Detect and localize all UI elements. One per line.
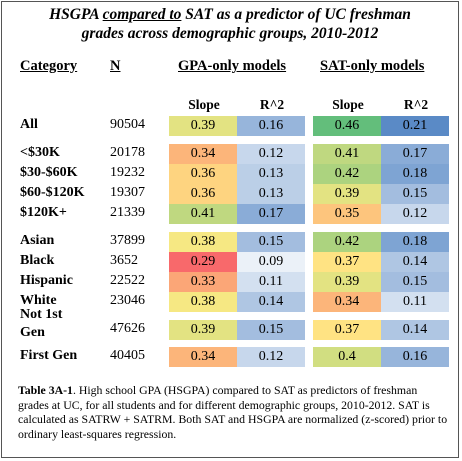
cell-sat-slope: 0.4 [313, 347, 381, 367]
cell-gpa-slope: 0.34 [169, 144, 237, 164]
table-caption: Table 3A-1. High school GPA (HSGPA) comp… [18, 383, 448, 441]
subheader-gpa-r2: R^2 [259, 97, 285, 112]
cell-gpa-r2: 0.09 [237, 252, 305, 272]
cell-sat-slope: 0.46 [313, 116, 381, 136]
row-n-value: 40405 [110, 348, 145, 363]
cell-sat-r2: 0.11 [381, 292, 449, 312]
cell-sat-r2: 0.18 [381, 164, 449, 184]
cell-sat-slope: 0.42 [313, 232, 381, 252]
header-sat-models: SAT-only models [320, 58, 425, 74]
row-label: Black [20, 253, 55, 268]
cell-sat-slope: 0.41 [313, 144, 381, 164]
row-n-value: 23046 [110, 293, 145, 308]
cell-sat-slope: 0.35 [313, 204, 381, 224]
row-label: First Gen [20, 348, 78, 363]
row-n-value: 20178 [110, 145, 145, 160]
cell-gpa-slope: 0.39 [169, 116, 237, 136]
header-n: N [110, 58, 121, 74]
cell-sat-r2: 0.18 [381, 232, 449, 252]
cell-gpa-slope: 0.38 [169, 292, 237, 312]
cell-gpa-slope: 0.36 [169, 184, 237, 204]
row-label: Not 1st Gen [20, 307, 63, 340]
row-label: White [20, 293, 57, 308]
row-n-value: 3652 [110, 253, 138, 268]
cell-sat-r2: 0.14 [381, 320, 449, 340]
subheader-sat-slope: Slope [332, 97, 364, 112]
cell-sat-slope: 0.42 [313, 164, 381, 184]
cell-gpa-slope: 0.41 [169, 204, 237, 224]
row-label: $60-$120K [20, 185, 85, 200]
row-n-value: 47626 [110, 321, 145, 336]
row-label: All [20, 117, 38, 132]
table-title: HSGPA compared to SAT as a predictor of … [49, 6, 411, 42]
cell-gpa-slope: 0.33 [169, 272, 237, 292]
row-label: $30-$60K [20, 165, 78, 180]
cell-gpa-slope: 0.34 [169, 347, 237, 367]
cell-sat-slope: 0.34 [313, 292, 381, 312]
cell-gpa-slope: 0.39 [169, 320, 237, 340]
cell-sat-r2: 0.15 [381, 184, 449, 204]
cell-gpa-r2: 0.11 [237, 272, 305, 292]
cell-gpa-r2: 0.17 [237, 204, 305, 224]
row-n-value: 22522 [110, 273, 145, 288]
cell-gpa-slope: 0.38 [169, 232, 237, 252]
cell-gpa-r2: 0.14 [237, 292, 305, 312]
cell-gpa-r2: 0.16 [237, 116, 305, 136]
cell-sat-r2: 0.14 [381, 252, 449, 272]
cell-sat-r2: 0.17 [381, 144, 449, 164]
cell-gpa-r2: 0.12 [237, 144, 305, 164]
cell-gpa-r2: 0.13 [237, 184, 305, 204]
cell-sat-r2: 0.12 [381, 204, 449, 224]
row-n-value: 19232 [110, 165, 145, 180]
row-label: Hispanic [20, 273, 73, 288]
cell-gpa-r2: 0.15 [237, 232, 305, 252]
subheader-sat-r2: R^2 [403, 97, 429, 112]
row-label: <$30K [20, 145, 60, 160]
header-gpa-models: GPA-only models [178, 58, 287, 74]
cell-gpa-r2: 0.13 [237, 164, 305, 184]
cell-gpa-r2: 0.15 [237, 320, 305, 340]
cell-sat-r2: 0.21 [381, 116, 449, 136]
cell-sat-slope: 0.37 [313, 252, 381, 272]
cell-gpa-r2: 0.12 [237, 347, 305, 367]
cell-sat-slope: 0.37 [313, 320, 381, 340]
row-label: Asian [20, 233, 55, 248]
cell-gpa-slope: 0.36 [169, 164, 237, 184]
row-label: $120K+ [20, 205, 67, 220]
cell-sat-slope: 0.39 [313, 184, 381, 204]
cell-sat-r2: 0.16 [381, 347, 449, 367]
row-n-value: 90504 [110, 117, 145, 132]
cell-sat-r2: 0.15 [381, 272, 449, 292]
row-n-value: 19307 [110, 185, 145, 200]
header-category: Category [20, 58, 78, 74]
subheader-gpa-slope: Slope [188, 97, 220, 112]
cell-sat-slope: 0.39 [313, 272, 381, 292]
row-n-value: 21339 [110, 205, 145, 220]
cell-gpa-slope: 0.29 [169, 252, 237, 272]
row-n-value: 37899 [110, 233, 145, 248]
